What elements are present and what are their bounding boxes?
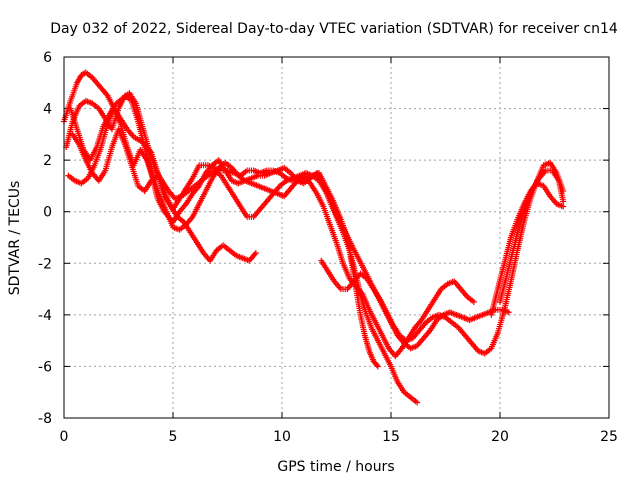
data-point: [560, 198, 567, 205]
y-axis-label: SDTVAR / TECUs: [7, 181, 23, 296]
y-tick-label: 2: [43, 153, 52, 169]
data-point: [373, 362, 380, 369]
x-tick-label: 5: [169, 429, 178, 445]
y-tick-label: -8: [38, 411, 52, 427]
grid-lines: [64, 57, 609, 418]
axis-ticks: [63, 56, 610, 419]
tick-labels: 0 5 10 15 20 25 -8 -6 -4 -2 0 2 4 6: [38, 50, 618, 445]
y-tick-label: -6: [38, 359, 52, 375]
data-point: [252, 249, 259, 256]
series-track-6: [318, 159, 567, 357]
series-track-3: [65, 105, 477, 360]
x-axis-label: GPS time / hours: [277, 459, 394, 475]
data-point: [470, 298, 477, 305]
y-tick-label: 0: [43, 205, 52, 221]
data-point: [560, 203, 567, 210]
data-point: [374, 363, 381, 370]
y-tick-label: 4: [43, 102, 52, 118]
series-track-8: [488, 180, 567, 318]
y-tick-label: -4: [38, 308, 52, 324]
x-tick-label: 20: [491, 429, 509, 445]
y-tick-label: 6: [43, 50, 52, 66]
series-track-4: [69, 126, 259, 264]
x-tick-label: 15: [382, 429, 400, 445]
series-track-5: [67, 90, 512, 352]
x-tick-label: 10: [273, 429, 291, 445]
y-tick-label: -2: [38, 256, 52, 272]
x-tick-label: 0: [60, 429, 69, 445]
x-tick-label: 25: [600, 429, 618, 445]
data-point: [414, 399, 421, 406]
data-marks: [61, 69, 567, 406]
plot-frame: [63, 56, 610, 419]
chart-title: Day 032 of 2022, Sidereal Day-to-day VTE…: [50, 21, 618, 37]
